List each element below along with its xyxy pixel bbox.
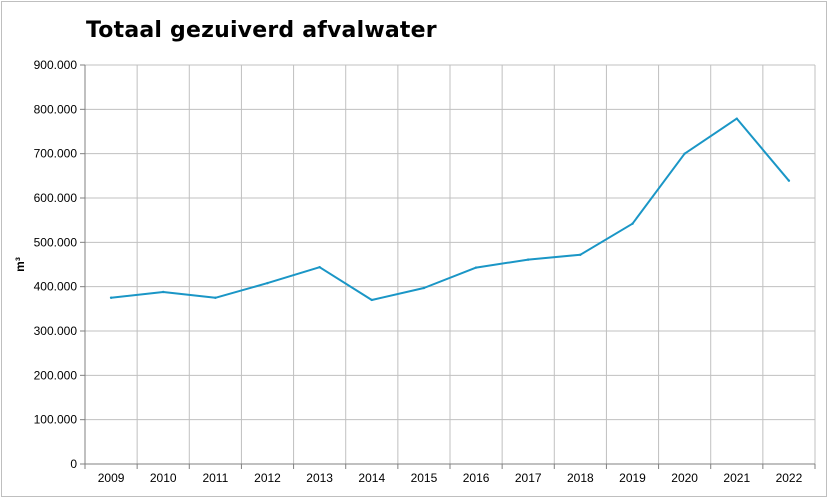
- y-tick-labels: 0 100.000 200.000 300.000 400.000 500.000 600.…: [34, 58, 78, 471]
- x-tick-label: 2020: [671, 471, 698, 485]
- y-tick-label: 900.000: [34, 58, 78, 72]
- y-tick-label: 300.000: [34, 324, 78, 338]
- x-tick-label: 2015: [411, 471, 438, 485]
- data-point: [683, 152, 686, 155]
- grid-lines: [85, 64, 816, 464]
- data-point: [527, 258, 530, 261]
- x-tick-label: 2014: [358, 471, 385, 485]
- data-point: [162, 290, 165, 294]
- x-tick-label: 2017: [515, 471, 542, 485]
- y-tick-label: 0: [70, 457, 77, 471]
- x-tick-label: 2016: [463, 471, 490, 485]
- data-point: [631, 222, 634, 225]
- data-point: [735, 117, 738, 120]
- x-tick-label: 2011: [202, 471, 228, 485]
- data-point: [422, 286, 426, 290]
- series-group: [109, 117, 791, 302]
- y-axis-label: m³: [13, 257, 27, 272]
- x-tick-label: 2013: [306, 471, 333, 485]
- y-tick-label: 800.000: [34, 102, 78, 116]
- y-tick-label: 100.000: [34, 413, 78, 427]
- x-tick-label: 2021: [723, 471, 750, 485]
- y-tick-label: 700.000: [34, 147, 78, 161]
- series-line: [110, 117, 790, 301]
- x-tick-label: 2018: [567, 471, 594, 485]
- data-point: [474, 266, 478, 269]
- y-tick-label: 600.000: [34, 191, 78, 205]
- y-tick-label: 500.000: [34, 235, 78, 249]
- data-point: [266, 281, 269, 285]
- data-point: [318, 265, 321, 269]
- x-tick-label: 2012: [254, 471, 281, 485]
- x-tick-labels: 2009 2010 2011 2012 2013 2014 2015 2016 2017 2018…: [98, 471, 803, 485]
- x-tick-label: 2019: [619, 471, 646, 485]
- y-tick-label: 200.000: [34, 368, 78, 382]
- x-tick-label: 2010: [150, 471, 177, 485]
- axes: [80, 64, 816, 469]
- y-tick-label: 400.000: [34, 280, 78, 294]
- data-point: [787, 179, 791, 182]
- x-tick-label: 2009: [98, 471, 125, 485]
- data-point: [579, 253, 582, 256]
- x-tick-label: 2022: [776, 471, 803, 485]
- data-point: [109, 296, 113, 299]
- data-point: [214, 296, 217, 299]
- data-point: [370, 298, 373, 302]
- chart-title: Totaal gezuiverd afvalwater: [86, 18, 437, 43]
